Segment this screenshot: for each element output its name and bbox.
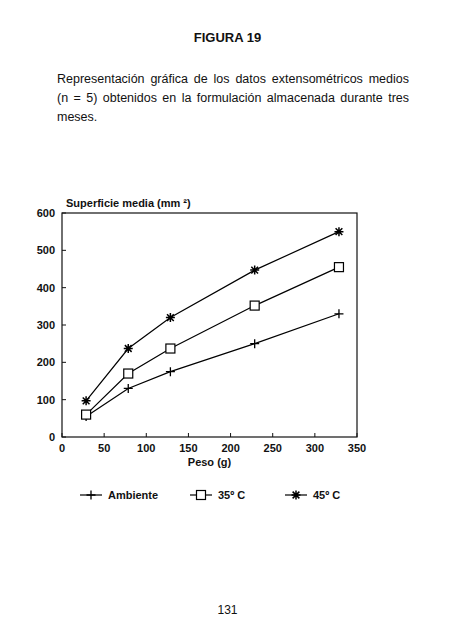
y-tick — [62, 399, 66, 400]
marker — [166, 367, 175, 376]
marker — [334, 309, 343, 318]
y-tick-label: 400 — [37, 282, 55, 294]
legend: Ambiente 35º C 45º C — [80, 489, 340, 501]
y-tick — [62, 362, 66, 363]
y-tick-label: 600 — [37, 207, 55, 219]
marker-plus — [250, 339, 259, 348]
marker — [124, 344, 133, 353]
marker-star — [334, 227, 343, 236]
x-tick — [314, 433, 315, 437]
x-tick-label: 350 — [348, 442, 366, 454]
y-tick-label: 200 — [37, 356, 55, 368]
marker — [334, 227, 343, 236]
y-tick-label: 500 — [37, 244, 55, 256]
chart: 0 100 200 300 400 500 600 0 50 100 150 200 250 300 350… — [0, 0, 455, 640]
y-tick-label: 300 — [37, 319, 55, 331]
x-tick-label: 300 — [306, 442, 324, 454]
legend-marker — [87, 491, 96, 500]
legend-label: 45º C — [313, 489, 340, 501]
x-tick-label: 150 — [179, 442, 197, 454]
y-tick — [62, 437, 66, 438]
x-tick — [188, 433, 189, 437]
marker-plus — [124, 384, 133, 393]
heading: FIGURA 19 — [0, 30, 455, 45]
legend-label: 35º C — [218, 489, 245, 501]
marker-square — [166, 344, 175, 353]
marker-star — [82, 396, 91, 405]
marker-plus — [334, 309, 343, 318]
x-axis-label: Peso (g) — [188, 456, 232, 468]
series-line — [86, 232, 339, 401]
x-tick-label: 250 — [264, 442, 282, 454]
legend-marker — [197, 491, 206, 500]
y-tick-label: 0 — [49, 431, 55, 443]
marker — [82, 396, 91, 405]
marker-square — [82, 410, 91, 419]
marker — [166, 313, 175, 322]
marker — [124, 369, 133, 378]
marker — [250, 266, 259, 275]
marker-square — [124, 369, 133, 378]
x-tick-label: 200 — [221, 442, 239, 454]
marker-plus — [166, 367, 175, 376]
series-line — [86, 267, 339, 414]
x-tick — [230, 433, 231, 437]
y-tick-label: 100 — [37, 394, 55, 406]
y-tick — [62, 213, 66, 214]
marker — [250, 301, 259, 310]
marker-star — [124, 344, 133, 353]
marker — [166, 344, 175, 353]
marker-star — [250, 266, 259, 275]
x-tick-label: 100 — [137, 442, 155, 454]
marker-square — [197, 491, 206, 500]
x-tick-label: 50 — [98, 442, 110, 454]
caption: Representación gráfica de los datos exte… — [57, 70, 409, 127]
x-tick — [272, 433, 273, 437]
series-line — [86, 314, 339, 417]
x-tick — [357, 433, 358, 437]
marker — [250, 339, 259, 348]
x-tick — [62, 433, 63, 437]
marker — [334, 263, 343, 272]
marker-star — [292, 491, 301, 500]
marker-plus — [87, 491, 96, 500]
marker — [124, 384, 133, 393]
y-tick — [62, 325, 66, 326]
page-number: 131 — [0, 603, 455, 617]
plot-area — [82, 227, 344, 421]
marker — [82, 410, 91, 419]
legend-label: Ambiente — [108, 489, 158, 501]
y-tick — [62, 287, 66, 288]
x-tick-label: 0 — [59, 442, 65, 454]
x-tick — [146, 433, 147, 437]
y-axis-label: Superficie media (mm ²) — [66, 197, 191, 209]
plot-frame — [62, 213, 357, 437]
legend-marker — [292, 491, 301, 500]
x-tick — [104, 433, 105, 437]
marker-star — [166, 313, 175, 322]
marker-square — [334, 263, 343, 272]
y-tick — [62, 250, 66, 251]
marker-square — [250, 301, 259, 310]
